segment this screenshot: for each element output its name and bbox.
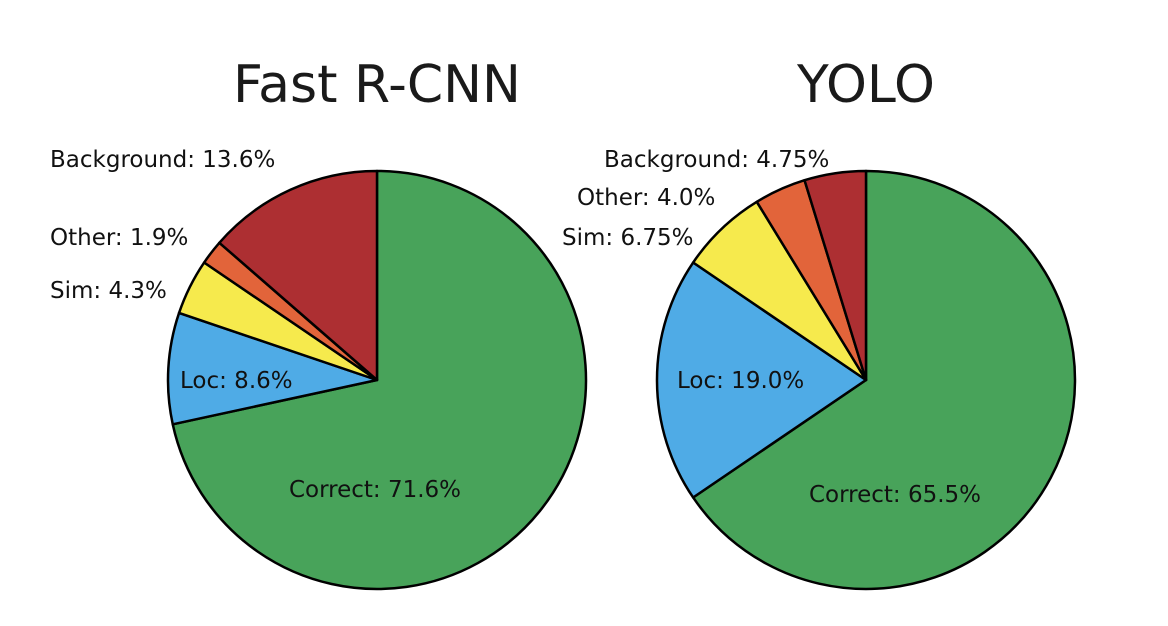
- fast-rcnn-sim-label: Sim: 4.3%: [50, 278, 167, 304]
- yolo-background-label: Background: 4.75%: [604, 147, 829, 173]
- fast-rcnn-slice-loc: [166, 311, 379, 426]
- fast-rcnn-labels: Correct: 71.6% Loc: 8.6% Sim: 4.3% Other…: [50, 147, 461, 503]
- fast-rcnn-slice-background: [218, 169, 379, 382]
- yolo-pie: YOLO Correct: 65.5% Loc: 19.0% Sim: 6.75…: [562, 55, 1077, 591]
- fast-rcnn-loc-label: Loc: 8.6%: [180, 368, 293, 394]
- fast-rcnn-title: Fast R-CNN: [233, 55, 521, 115]
- yolo-slice-background: [803, 169, 868, 382]
- yolo-slices: [655, 169, 1077, 591]
- fast-rcnn-pie: Fast R-CNN Correct: 71.6% Loc: 8.6% Sim:…: [50, 55, 588, 591]
- yolo-labels: Correct: 65.5% Loc: 19.0% Sim: 6.75% Oth…: [562, 147, 981, 508]
- yolo-sim-label: Sim: 6.75%: [562, 225, 694, 251]
- fast-rcnn-slice-correct: [171, 169, 588, 591]
- fast-rcnn-other-label: Other: 1.9%: [50, 225, 188, 251]
- yolo-other-label: Other: 4.0%: [577, 185, 715, 211]
- yolo-correct-label: Correct: 65.5%: [809, 482, 981, 508]
- yolo-title: YOLO: [796, 55, 935, 115]
- yolo-slice-correct: [691, 169, 1077, 591]
- fast-rcnn-slices: [166, 169, 588, 591]
- yolo-loc-label: Loc: 19.0%: [677, 368, 804, 394]
- fast-rcnn-correct-label: Correct: 71.6%: [289, 477, 461, 503]
- yolo-slice-loc: [655, 261, 868, 499]
- fast-rcnn-background-label: Background: 13.6%: [50, 147, 275, 173]
